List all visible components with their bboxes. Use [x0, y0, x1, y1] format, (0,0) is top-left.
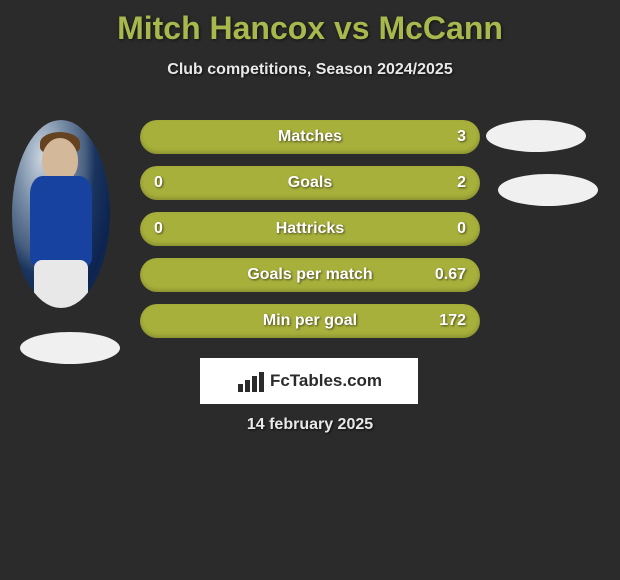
stat-label: Hattricks [276, 220, 344, 238]
player2-name: McCann [378, 10, 502, 46]
brand-watermark: FcTables.com [200, 358, 418, 404]
player1-photo-bg [12, 120, 110, 308]
player1-marker [20, 332, 120, 364]
player1-name: Mitch Hancox [117, 10, 325, 46]
player1-torso [30, 176, 92, 266]
player2-marker-2 [498, 174, 598, 206]
stat-right-value: 172 [439, 312, 466, 330]
brand-bar [259, 372, 264, 392]
brand-text: FcTables.com [270, 371, 382, 391]
player1-shorts [34, 260, 88, 308]
stat-row-goals: 0 Goals 2 [140, 166, 480, 200]
stat-label: Min per goal [263, 312, 357, 330]
stat-row-matches: Matches 3 [140, 120, 480, 154]
brand-bar [245, 380, 250, 392]
stat-right-value: 2 [457, 174, 466, 192]
stat-right-value: 3 [457, 128, 466, 146]
stat-row-hattricks: 0 Hattricks 0 [140, 212, 480, 246]
stat-right-value: 0.67 [435, 266, 466, 284]
stat-label: Matches [278, 128, 342, 146]
stat-label: Goals per match [247, 266, 372, 284]
stat-row-mpg: Min per goal 172 [140, 304, 480, 338]
stat-label: Goals [288, 174, 332, 192]
brand-bar [252, 376, 257, 392]
comparison-title: Mitch Hancox vs McCann [0, 0, 620, 47]
stats-container: Matches 3 0 Goals 2 0 Hattricks 0 Goals … [140, 120, 480, 350]
vs-text: vs [334, 10, 370, 46]
player2-marker-1 [486, 120, 586, 152]
stat-row-gpm: Goals per match 0.67 [140, 258, 480, 292]
date-label: 14 february 2025 [0, 416, 620, 434]
subtitle: Club competitions, Season 2024/2025 [0, 61, 620, 79]
stat-left-value: 0 [154, 220, 163, 238]
brand-chart-icon [236, 370, 264, 392]
stat-left-value: 0 [154, 174, 163, 192]
brand-bar [238, 384, 243, 392]
player1-photo [12, 120, 110, 308]
stat-right-value: 0 [457, 220, 466, 238]
